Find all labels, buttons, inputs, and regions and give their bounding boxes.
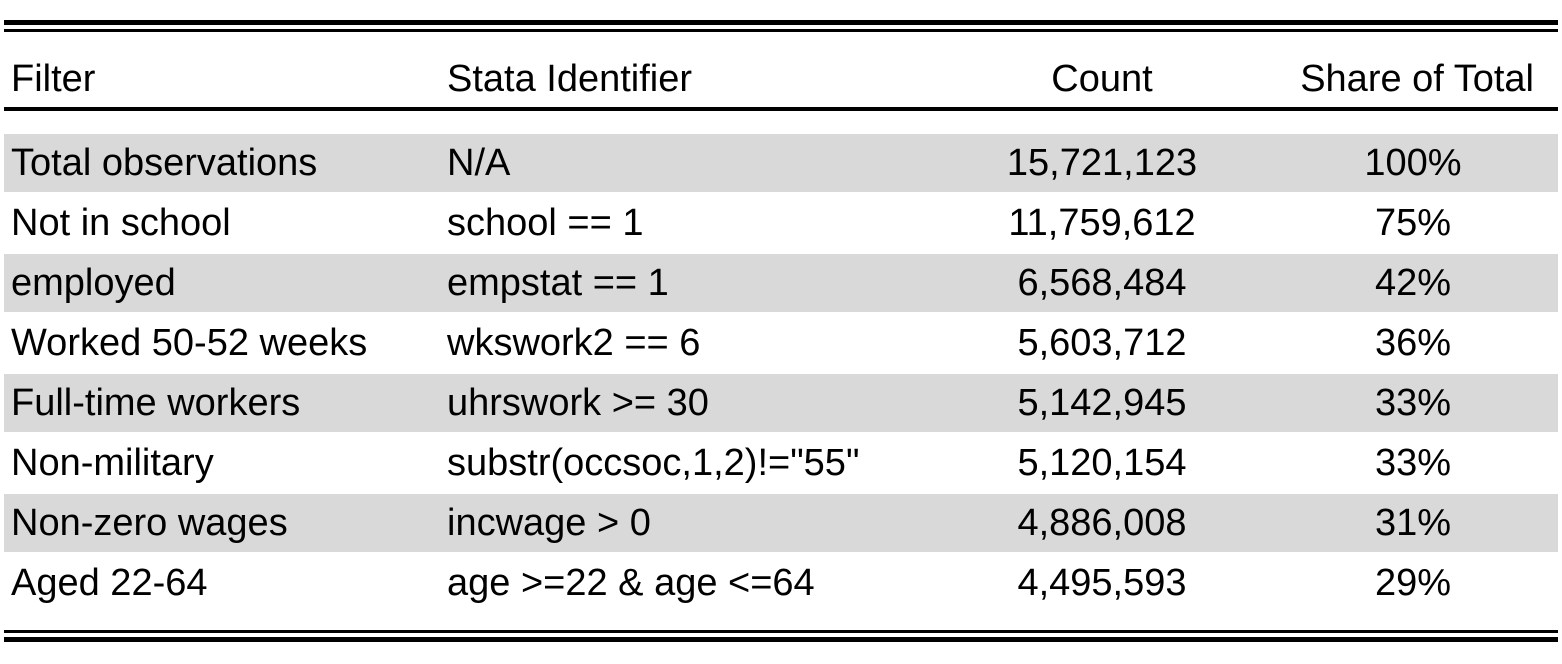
table-row: Full-time workers uhrswork >= 30 5,142,9…: [4, 374, 1558, 432]
cell-identifier: wkswork2 == 6: [447, 322, 701, 364]
header-stata-identifier: Stata Identifier: [447, 58, 693, 100]
cell-filter: Aged 22-64: [11, 562, 208, 604]
cell-filter: Non-military: [11, 442, 214, 484]
table-row: Non-zero wages incwage > 0 4,886,008 31%: [4, 494, 1558, 552]
cell-filter: Full-time workers: [11, 382, 301, 424]
bottom-rule-thick: [4, 637, 1558, 642]
cell-filter: Non-zero wages: [11, 502, 288, 544]
cell-count: 5,603,712: [1017, 322, 1187, 364]
cell-share: 42%: [1374, 262, 1452, 304]
cell-share: 31%: [1374, 502, 1452, 544]
cell-filter: employed: [11, 262, 176, 304]
top-rule-thin: [4, 29, 1558, 32]
cell-share: 33%: [1374, 442, 1452, 484]
cell-identifier: age >=22 & age <=64: [447, 562, 815, 604]
cell-identifier: school == 1: [447, 202, 644, 244]
table-row: Total observations N/A 15,721,123 100%: [4, 134, 1558, 192]
header-count: Count: [1051, 58, 1153, 100]
cell-filter: Not in school: [11, 202, 231, 244]
cell-count: 5,142,945: [1017, 382, 1187, 424]
table-row: Not in school school == 1 11,759,612 75%: [4, 194, 1558, 252]
cell-share: 36%: [1374, 322, 1452, 364]
cell-count: 5,120,154: [1017, 442, 1187, 484]
header-row: Filter Stata Identifier Count Share of T…: [4, 50, 1558, 108]
header-share-of-total: Share of Total: [1300, 58, 1534, 100]
table-row: Worked 50-52 weeks wkswork2 == 6 5,603,7…: [4, 314, 1558, 372]
table-row: employed empstat == 1 6,568,484 42%: [4, 254, 1558, 312]
cell-share: 33%: [1374, 382, 1452, 424]
cell-filter: Total observations: [11, 142, 318, 184]
cell-share: 29%: [1374, 562, 1452, 604]
table-row: Non-military substr(occsoc,1,2)!="55" 5,…: [4, 434, 1558, 492]
top-rule-thick: [4, 20, 1558, 25]
cell-identifier: incwage > 0: [447, 502, 651, 544]
cell-count: 4,886,008: [1017, 502, 1187, 544]
cell-identifier: uhrswork >= 30: [447, 382, 709, 424]
cell-share: 75%: [1374, 202, 1452, 244]
cell-identifier: substr(occsoc,1,2)!="55": [447, 442, 860, 484]
cell-identifier: N/A: [447, 142, 511, 184]
cell-identifier: empstat == 1: [447, 262, 669, 304]
cell-count: 6,568,484: [1017, 262, 1187, 304]
cell-count: 4,495,593: [1017, 562, 1187, 604]
bottom-rule-thin: [4, 630, 1558, 633]
header-rule: [4, 107, 1558, 111]
cell-count: 11,759,612: [1008, 202, 1196, 244]
cell-share: 100%: [1364, 142, 1462, 184]
table-row: Aged 22-64 age >=22 & age <=64 4,495,593…: [4, 554, 1558, 612]
cell-filter: Worked 50-52 weeks: [11, 322, 368, 364]
header-filter: Filter: [11, 58, 96, 100]
cell-count: 15,721,123: [1006, 142, 1198, 184]
